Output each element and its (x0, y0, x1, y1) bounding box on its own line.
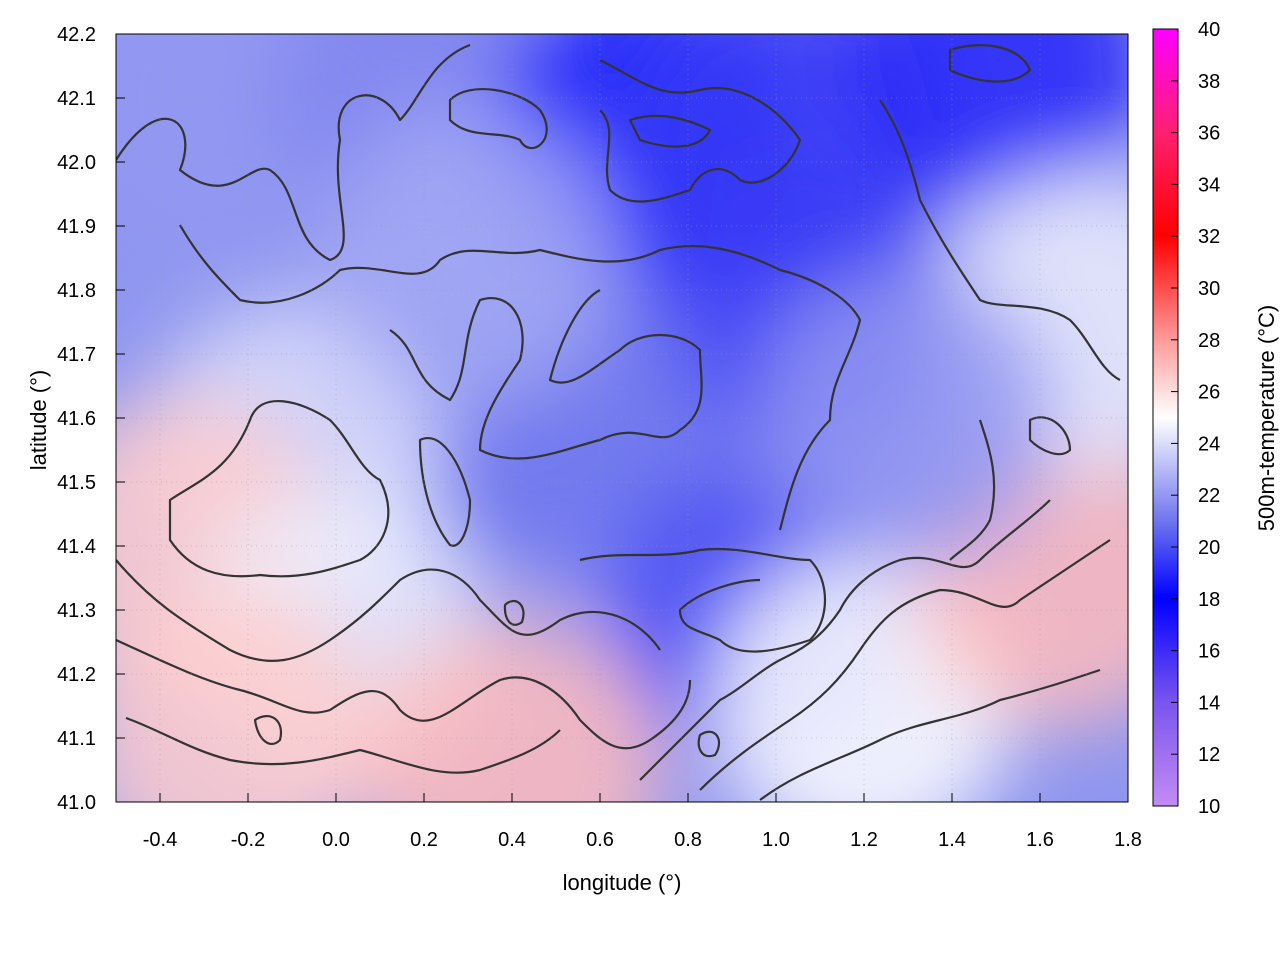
x-tick-label: 0.4 (498, 829, 526, 851)
colorbar-tick-label: 16 (1198, 641, 1220, 663)
field-sample (116, 588, 376, 802)
colorbar-tick-label: 36 (1198, 123, 1220, 145)
y-tick-label: 41.7 (57, 344, 96, 366)
colorbar-bar (1152, 28, 1179, 807)
x-tick-label: 1.2 (850, 829, 878, 851)
contour-line (879, 99, 1121, 381)
contour-line (1028, 416, 1072, 456)
y-tick-label: 41.6 (57, 408, 96, 430)
y-tick-label: 42.1 (57, 88, 96, 110)
plot-area (116, 34, 1128, 802)
x-tick-label: 0.8 (674, 829, 702, 851)
y-tick-label: 42.2 (57, 24, 96, 46)
colorbar-tick-label: 10 (1198, 796, 1220, 818)
contour-line (579, 547, 827, 653)
contour-line (179, 224, 862, 531)
contour-line (116, 638, 692, 750)
y-tick-label: 41.5 (57, 472, 96, 494)
contour-line (125, 716, 561, 774)
colorbar-tick-label: 34 (1198, 174, 1220, 196)
contour-line (116, 559, 661, 662)
field-sample (846, 34, 1128, 216)
colorbar-tick-label: 26 (1198, 382, 1220, 404)
y-axis-label: latitude (°) (26, 370, 51, 471)
colorbar-tick-label: 40 (1198, 19, 1220, 41)
contour-line (389, 289, 703, 460)
contour-line (448, 88, 548, 150)
colorbar-label: 500m-temperature (°C) (1254, 305, 1279, 531)
x-tick-label: 0.0 (322, 829, 350, 851)
contour-line (253, 715, 283, 745)
colorbar-tick-label: 22 (1198, 485, 1220, 507)
grid-lines (116, 34, 1128, 802)
y-tick-label: 41.1 (57, 728, 96, 750)
y-tick-label: 41.3 (57, 600, 96, 622)
field-sample (758, 268, 1058, 568)
y-tick-label: 41.9 (57, 216, 96, 238)
colorbar-tick-label: 38 (1198, 71, 1220, 93)
y-tick-label: 41.8 (57, 280, 96, 302)
colorbar-tick-label: 18 (1198, 589, 1220, 611)
temperature-field (116, 34, 1128, 802)
x-tick-label: 0.2 (410, 829, 438, 851)
colorbar-tick-label: 24 (1198, 433, 1220, 455)
y-tick-label: 41.0 (57, 792, 96, 814)
y-axis-ticks: 41.0 41.1 41.2 41.3 41.4 41.5 41.6 41.7 41.8 41.9… (57, 24, 125, 814)
x-tick-label: -0.4 (143, 829, 177, 851)
colorbar-tick-label: 14 (1198, 692, 1220, 714)
x-tick-label: 1.0 (762, 829, 790, 851)
contour-line (759, 668, 1101, 801)
field-sample (362, 620, 662, 802)
x-axis-label: longitude (°) (563, 870, 682, 895)
x-tick-label: 1.4 (938, 829, 966, 851)
y-tick-label: 41.2 (57, 664, 96, 686)
contour-line (948, 44, 1032, 83)
contour-lines (116, 43, 1121, 801)
contour-line (168, 399, 390, 578)
x-tick-label: -0.2 (231, 829, 265, 851)
contour-line (949, 419, 996, 561)
contour-line (697, 730, 721, 758)
contour-line (599, 59, 802, 203)
y-tick-label: 42.0 (57, 152, 96, 174)
contour-line (699, 539, 1111, 791)
colorbar-tick-label: 28 (1198, 330, 1220, 352)
x-tick-label: 1.6 (1026, 829, 1054, 851)
contour-line (418, 437, 472, 547)
colorbar-ticks: 10 12 14 16 18 20 22 24 26 28 30 32 34 36 38 40 (1171, 19, 1220, 818)
contour-line (116, 43, 471, 262)
colorbar-tick-label: 12 (1198, 744, 1220, 766)
y-tick-label: 41.4 (57, 536, 96, 558)
colorbar: 10 12 14 16 18 20 22 24 26 28 30 32 34 36 38 40 500m-te… (1152, 19, 1279, 818)
x-tick-label: 1.8 (1114, 829, 1142, 851)
x-tick-label: 0.6 (586, 829, 614, 851)
contour-line (503, 599, 525, 626)
colorbar-tick-label: 32 (1198, 226, 1220, 248)
colorbar-tick-label: 20 (1198, 537, 1220, 559)
contour-line (639, 499, 1051, 781)
x-axis-ticks: -0.4 -0.2 0.0 0.2 0.4 0.6 0.8 1.0 1.2 1.4 1.6 1.8 (143, 793, 1142, 851)
colorbar-tick-label: 30 (1198, 278, 1220, 300)
contour-line (628, 114, 712, 148)
